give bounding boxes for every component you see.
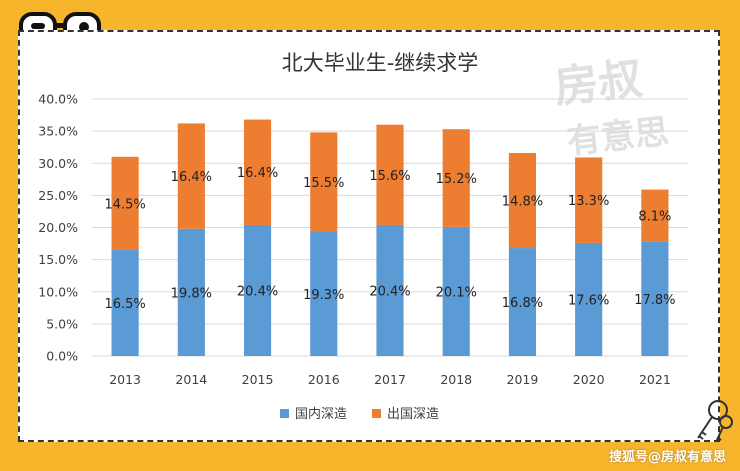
y-tick-label: 10.0% [38, 284, 78, 299]
svg-text:房叔: 房叔 [552, 54, 645, 114]
legend-entry: 出国深造 [387, 407, 439, 422]
bar-domestic [243, 224, 272, 356]
y-tick-label: 25.0% [38, 188, 78, 203]
legend-swatch [372, 409, 381, 418]
y-tick-label: 5.0% [46, 316, 78, 331]
data-label: 20.1% [436, 285, 477, 300]
bar-domestic [376, 224, 404, 356]
data-label: 15.5% [303, 176, 344, 191]
bar-domestic [575, 242, 603, 356]
source-credit: 搜狐号@房叔有意思 [608, 450, 726, 465]
bar-abroad [243, 119, 272, 225]
data-label: 20.4% [369, 284, 410, 299]
chart-title: 北大毕业生-继续求学 [282, 51, 479, 75]
data-label: 17.6% [568, 293, 609, 308]
bar-domestic [310, 231, 338, 356]
bar-abroad [641, 189, 669, 242]
x-tick-label: 2019 [507, 372, 539, 387]
bar-domestic [508, 248, 537, 356]
legend-entry: 国内深造 [295, 406, 347, 422]
bar-domestic [442, 226, 470, 356]
x-tick-label: 2017 [374, 372, 406, 387]
data-label: 16.4% [237, 166, 278, 181]
bar-abroad [376, 124, 404, 225]
x-tick-label: 2016 [308, 372, 340, 387]
data-label: 17.8% [634, 293, 675, 308]
legend-swatch [280, 409, 289, 418]
data-label: 13.3% [568, 194, 609, 209]
bar-domestic [641, 241, 669, 356]
bar-abroad [508, 152, 537, 249]
bar-abroad [310, 132, 338, 232]
x-tick-label: 2015 [242, 372, 274, 387]
data-label: 8.1% [638, 210, 671, 225]
y-tick-label: 0.0% [46, 349, 78, 364]
x-tick-label: 2021 [639, 372, 671, 387]
data-label: 15.6% [369, 169, 410, 184]
data-label: 20.4% [237, 284, 278, 299]
bar-abroad [177, 123, 205, 229]
x-tick-label: 2020 [573, 372, 605, 387]
data-label: 15.2% [436, 172, 477, 187]
data-label: 16.4% [171, 170, 212, 185]
data-label: 14.8% [502, 195, 543, 210]
data-label: 16.5% [104, 297, 145, 312]
data-label: 14.5% [104, 197, 145, 212]
bar-domestic [177, 228, 205, 356]
data-label: 16.8% [502, 296, 543, 311]
y-tick-label: 40.0% [38, 92, 78, 107]
y-tick-label: 30.0% [38, 156, 78, 171]
watermark-logo: 房叔 有意思 [552, 54, 671, 158]
y-tick-label: 15.0% [38, 252, 78, 267]
data-label: 19.3% [303, 288, 344, 303]
bar-abroad [442, 129, 470, 227]
bar-domestic [111, 249, 139, 356]
keys-icon [697, 400, 733, 443]
x-tick-label: 2018 [440, 372, 472, 387]
bar-abroad [575, 157, 603, 243]
data-label: 19.8% [171, 286, 212, 301]
y-tick-label: 20.0% [38, 220, 78, 235]
bar-abroad [111, 156, 139, 250]
y-tick-label: 35.0% [38, 124, 78, 139]
x-tick-label: 2014 [175, 372, 207, 387]
x-tick-label: 2013 [109, 372, 141, 387]
